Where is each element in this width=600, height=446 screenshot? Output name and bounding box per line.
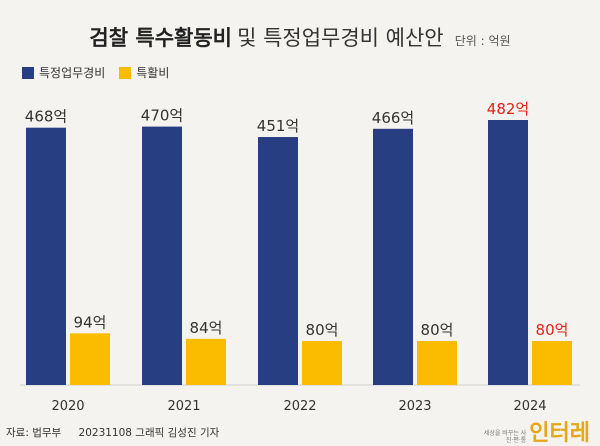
data-label-series1-2021: 470억	[141, 107, 183, 125]
bar-series1-2020	[26, 127, 66, 386]
x-tick-label-2022: 2022	[283, 399, 316, 414]
bar-series2-2021	[186, 338, 226, 385]
bar-series2-2023	[417, 341, 457, 385]
title-main: 검찰 특수활동비	[89, 26, 232, 50]
publisher-logo: 세상을 바꾸는 사진·편·통 인터레	[480, 422, 590, 444]
x-tick-label-2021: 2021	[167, 399, 200, 414]
bar-series2-2020	[70, 333, 110, 385]
legend-label-series1: 특정업무경비	[39, 66, 106, 80]
data-label-series1-2024: 482억	[487, 100, 529, 118]
bar-series1-2022	[258, 137, 298, 385]
legend-item-series2: 특활비	[119, 64, 169, 81]
unit-label: 단위 : 억원	[454, 34, 511, 48]
source-text: 자료: 법무부	[6, 427, 62, 439]
chart-title: 검찰 특수활동비 및 특정업무경비 예산안 단위 : 억원	[0, 22, 600, 52]
bar-series2-2024	[532, 341, 572, 385]
legend-swatch-series2	[119, 66, 132, 79]
x-tick-label-2020: 2020	[51, 399, 84, 414]
bar-series1-2021	[142, 126, 182, 386]
legend-label-series2: 특활비	[136, 66, 170, 80]
source-line: 자료: 법무부 20231108 그래픽 김성진 기자	[6, 425, 219, 440]
data-label-series2-2020: 94억	[74, 313, 107, 331]
legend-item-series1: 특정업무경비	[22, 64, 105, 81]
credit-text: 20231108 그래픽 김성진 기자	[78, 427, 220, 439]
x-tick-label-2023: 2023	[398, 399, 431, 414]
data-label-series2-2021: 84억	[190, 319, 223, 337]
bar-series1-2023	[373, 128, 413, 385]
data-label-series1-2023: 466억	[372, 109, 414, 127]
data-label-series2-2023: 80억	[421, 321, 454, 339]
data-label-series2-2024: 80억	[536, 321, 569, 339]
data-label-series1-2022: 451억	[257, 117, 299, 135]
bar-series1-2024	[488, 120, 528, 385]
data-label-series1-2020: 468억	[25, 108, 67, 126]
legend-swatch-series1	[22, 66, 34, 79]
title-sub: 및 특정업무경비 예산안	[237, 26, 444, 50]
bar-series2-2022	[302, 341, 342, 385]
data-label-series2-2022: 80억	[306, 321, 339, 339]
logo-name: 인터레	[529, 420, 590, 446]
x-tick-label-2024: 2024	[513, 399, 546, 414]
logo-tagline: 세상을 바꾸는 사진·편·통	[483, 429, 527, 444]
legend: 특정업무경비 특활비	[22, 64, 169, 81]
